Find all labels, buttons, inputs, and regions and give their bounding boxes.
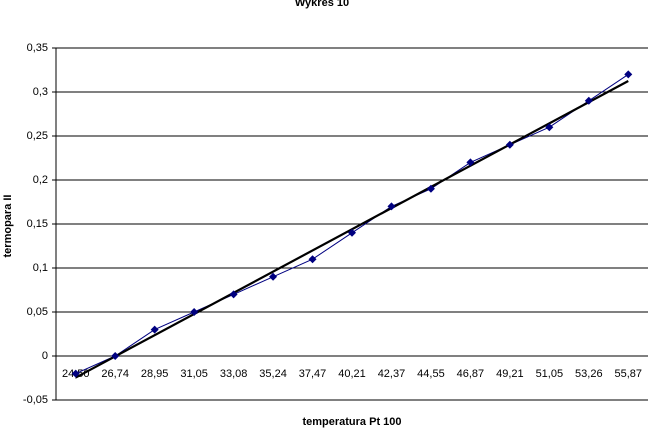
y-tick-label: -0,05 (23, 394, 48, 406)
x-tick-label: 40,21 (338, 368, 366, 380)
x-tick-label: 28,95 (141, 368, 169, 380)
data-point (71, 369, 80, 378)
data-point (269, 272, 278, 281)
data-point (190, 308, 199, 316)
x-tick-label: 51,05 (536, 368, 564, 380)
x-tick-label: 49,21 (496, 368, 524, 380)
y-tick-label: 0,05 (27, 306, 48, 318)
data-point (624, 70, 633, 79)
x-tick-label: 35,24 (259, 368, 287, 380)
x-tick-label: 55,87 (615, 368, 643, 380)
y-tick-label: 0 (42, 350, 48, 362)
x-axis-title: temperatura Pt 100 (302, 416, 401, 428)
y-tick-label: 0,3 (33, 86, 48, 98)
y-axis-title: termopara II (2, 195, 14, 258)
x-tick-label: 42,37 (378, 368, 406, 380)
x-tick-label: 46,87 (457, 368, 485, 380)
data-point (505, 140, 514, 149)
data-point (348, 228, 356, 237)
data-point (308, 255, 317, 264)
x-tick-label: 44,55 (417, 368, 445, 380)
y-tick-label: 0,1 (33, 262, 48, 274)
data-point (229, 290, 238, 299)
y-tick-label: 0,2 (33, 174, 48, 186)
data-point (545, 123, 554, 132)
x-tick-label: 26,74 (101, 368, 129, 380)
y-tick-label: 0,25 (27, 130, 48, 142)
data-point (584, 96, 593, 105)
x-tick-label: 53,26 (575, 368, 603, 380)
chart-title: Wykres 10 (295, 0, 349, 9)
x-tick-label: 37,47 (299, 368, 327, 380)
y-tick-label: 0,35 (27, 42, 48, 54)
y-tick-label: 0,15 (27, 218, 48, 230)
data-point (426, 184, 435, 193)
data-point (111, 352, 120, 360)
data-point (150, 325, 159, 334)
data-point (466, 158, 475, 167)
x-tick-label: 33,08 (220, 368, 248, 380)
x-tick-label: 31,05 (180, 368, 208, 380)
data-point (387, 202, 396, 211)
